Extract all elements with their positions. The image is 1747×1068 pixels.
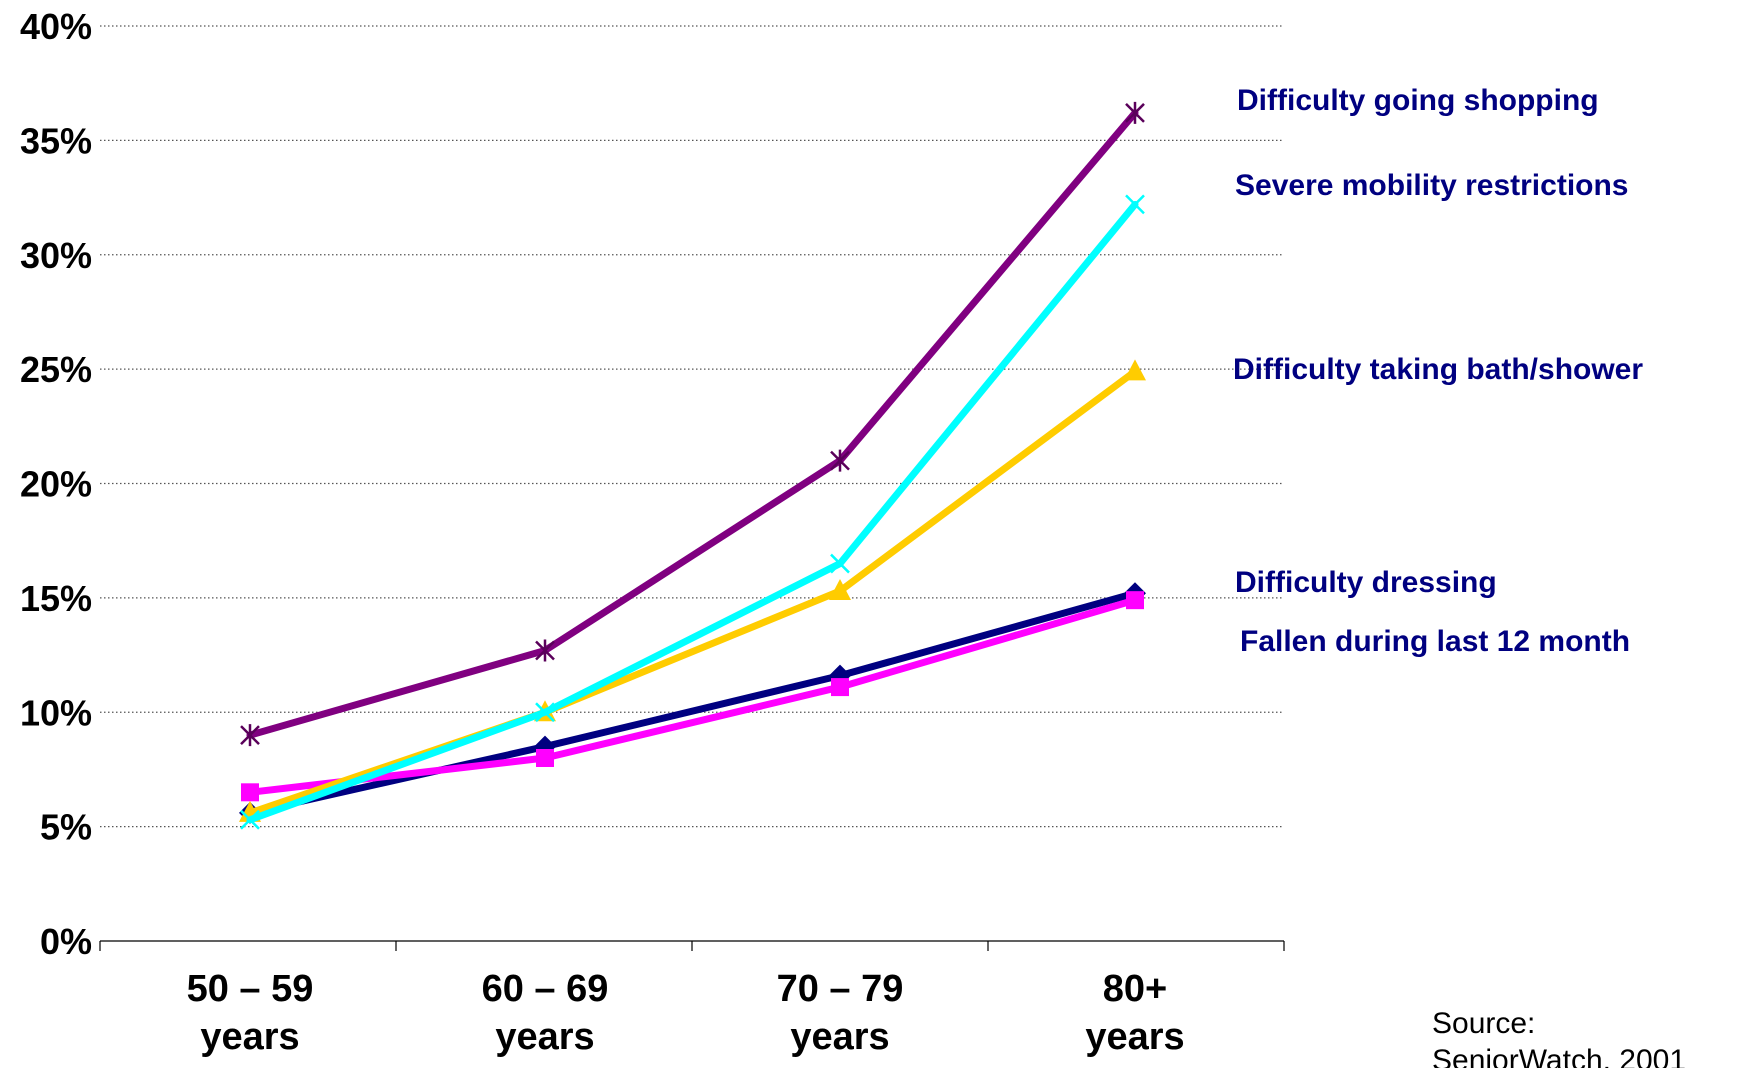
y-tick-label: 15% — [20, 578, 92, 619]
data-point — [829, 579, 851, 601]
x-tick-label: years — [1085, 1016, 1184, 1058]
y-tick-label: 20% — [20, 464, 92, 505]
series-line — [246, 596, 1139, 796]
data-point — [535, 639, 555, 662]
data-point — [535, 702, 555, 723]
data-point — [1126, 591, 1144, 610]
data-point — [536, 749, 554, 767]
x-tick-label: years — [495, 1016, 594, 1058]
y-tick-label: 5% — [40, 807, 92, 848]
y-tick-label: 35% — [20, 120, 92, 161]
x-tick-label: 70 – 79 — [777, 968, 904, 1010]
y-tick-label: 25% — [20, 349, 92, 390]
data-point — [241, 783, 259, 802]
series-line — [246, 367, 1139, 817]
axes — [99, 940, 1285, 951]
x-tick-label: 80+ — [1103, 968, 1167, 1010]
series-label: Severe mobility restrictions — [1235, 169, 1629, 202]
source-line-2: SeniorWatch, 2001 — [1432, 1044, 1686, 1068]
data-point — [830, 553, 850, 574]
data-point — [1125, 194, 1145, 215]
y-axis-ticks: 0% 5% 10% 15% 20% 25% 30% 35% 40% — [20, 6, 92, 962]
y-tick-label: 10% — [20, 692, 92, 733]
series-2 — [239, 359, 1146, 822]
series-3 — [239, 582, 1146, 824]
data-point — [830, 449, 850, 472]
x-tick-label: 60 – 69 — [482, 968, 609, 1010]
y-tick-label: 30% — [20, 235, 92, 276]
series-0 — [240, 101, 1145, 747]
data-point — [1125, 101, 1145, 124]
x-axis-ticks: 50 – 59 years 60 – 69 years 70 – 79 years 80+ y… — [187, 968, 1185, 1058]
series-4 — [241, 591, 1144, 802]
x-tick-label: years — [200, 1016, 299, 1058]
data-point — [831, 678, 849, 697]
series-labels: Difficulty going shopping Severe mobility… — [1233, 84, 1643, 658]
y-tick-label: 40% — [20, 6, 92, 47]
x-tick-label: years — [790, 1016, 889, 1058]
series-label: Difficulty going shopping — [1237, 84, 1599, 117]
series-label: Difficulty taking bath/shower — [1233, 353, 1643, 386]
series-group — [239, 101, 1146, 830]
series-line — [246, 109, 1139, 739]
series-1 — [240, 194, 1145, 830]
series-line — [246, 589, 1139, 817]
series-line — [246, 200, 1139, 824]
x-tick-label: 50 – 59 — [187, 968, 314, 1010]
data-point — [1124, 359, 1146, 381]
series-label: Difficulty dressing — [1235, 566, 1497, 599]
source-line-1: Source: — [1432, 1007, 1535, 1040]
data-point — [240, 809, 260, 830]
series-label: Fallen during last 12 month — [1240, 625, 1630, 658]
data-point — [240, 724, 260, 747]
y-tick-label: 0% — [40, 921, 92, 962]
